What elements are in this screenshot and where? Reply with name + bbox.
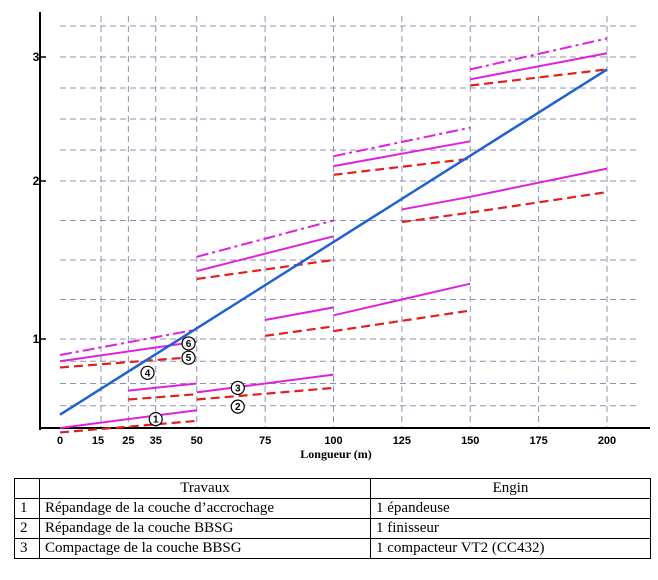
x-tick-label: 125 bbox=[393, 435, 411, 447]
row-number: 1 bbox=[14, 498, 40, 519]
series-segment-1 bbox=[333, 282, 471, 317]
row-travaux: Compactage de la couche BBSG bbox=[39, 538, 371, 559]
marker-label: 6 bbox=[186, 339, 192, 350]
marker-circle bbox=[181, 336, 196, 351]
marker-circle bbox=[181, 350, 196, 365]
marker-label: 1 bbox=[153, 415, 159, 426]
header-engin: Engin bbox=[370, 478, 651, 499]
series-segment bbox=[128, 393, 197, 401]
series-segment bbox=[264, 325, 334, 337]
header-travaux: Travaux bbox=[39, 478, 371, 499]
table-row: 3 Compactage de la couche BBSG 1 compact… bbox=[14, 538, 651, 559]
x-tick-label: 35 bbox=[150, 435, 162, 447]
series-segment bbox=[401, 195, 471, 211]
series-segment-1 bbox=[59, 409, 197, 429]
progress-line bbox=[59, 68, 608, 416]
series-segment bbox=[401, 211, 471, 224]
row-engin: 1 compacteur VT2 (CC432) bbox=[370, 538, 651, 559]
row-number: 3 bbox=[14, 538, 40, 559]
x-tick-label: 175 bbox=[529, 435, 547, 447]
series-segment-5 bbox=[196, 235, 334, 273]
x-tick-label: 25 bbox=[122, 435, 134, 447]
series-segment-2 bbox=[59, 419, 197, 434]
series-segment-1 bbox=[470, 167, 608, 198]
x-tick-label: 200 bbox=[598, 435, 616, 447]
table-header-row: Travaux Engin bbox=[14, 478, 651, 499]
row-travaux: Répandage de la couche d’accrochage bbox=[39, 498, 371, 519]
row-engin: 1 épandeuse bbox=[370, 498, 651, 519]
series-segment-6 bbox=[470, 37, 608, 71]
y-tick-label: 1 bbox=[33, 332, 40, 346]
series-segment-6 bbox=[333, 126, 471, 158]
series-segment-2 bbox=[333, 309, 471, 333]
y-tick-label: 2 bbox=[33, 174, 40, 188]
x-tick-label: 100 bbox=[324, 435, 342, 447]
series-segment bbox=[264, 306, 334, 322]
series-segment-4 bbox=[470, 68, 608, 87]
chart: 1 2 3 4 5 6 0 15 25 35 50 75 100 125 150 175 200 1 2 3 Lon… bbox=[33, 12, 650, 461]
marker-circle bbox=[230, 380, 245, 396]
series-segment-1 bbox=[196, 373, 334, 394]
series-segment-2 bbox=[470, 190, 608, 214]
marker-circle bbox=[140, 365, 155, 380]
marker-label: 4 bbox=[145, 368, 151, 379]
x-tick-label: 50 bbox=[191, 435, 203, 447]
table-row: 1 Répandage de la couche d’accrochage 1 … bbox=[14, 498, 651, 519]
x-tick-label: 150 bbox=[461, 435, 479, 447]
series bbox=[59, 37, 608, 434]
marker-circle bbox=[148, 412, 163, 427]
series-segment-5 bbox=[59, 340, 197, 363]
series-segment-2 bbox=[196, 386, 334, 401]
row-travaux: Répandage de la couche BBSG bbox=[39, 518, 371, 539]
axes bbox=[39, 12, 650, 430]
table-row: 2 Répandage de la couche BBSG 1 finisseu… bbox=[14, 518, 651, 539]
marker-label: 2 bbox=[235, 402, 241, 413]
y-tick-label: 3 bbox=[33, 50, 40, 64]
series-segment bbox=[128, 382, 197, 392]
x-tick-label: 0 bbox=[57, 435, 63, 447]
x-tick-label: 15 bbox=[92, 435, 104, 447]
series-segment-4 bbox=[59, 355, 197, 369]
grid bbox=[60, 16, 637, 428]
marker-circle bbox=[230, 399, 245, 414]
row-number: 2 bbox=[14, 518, 40, 539]
marker-label: 3 bbox=[235, 383, 241, 394]
series-segment-5 bbox=[333, 140, 471, 168]
markers: 1 2 3 4 5 6 bbox=[140, 336, 245, 427]
series-segment-5 bbox=[470, 52, 608, 81]
x-axis-label: Longueur (m) bbox=[300, 447, 371, 461]
series-segment-4 bbox=[333, 157, 471, 176]
series-segment-4 bbox=[196, 258, 334, 281]
series-segment-6 bbox=[196, 219, 334, 258]
marker-label: 5 bbox=[186, 353, 192, 364]
row-engin: 1 finisseur bbox=[370, 518, 651, 539]
header-number bbox=[14, 478, 40, 499]
series-segment-6 bbox=[59, 328, 197, 357]
x-tick-label: 75 bbox=[259, 435, 271, 447]
legend-table: Travaux Engin 1 Répandage de la couche d… bbox=[14, 478, 651, 559]
